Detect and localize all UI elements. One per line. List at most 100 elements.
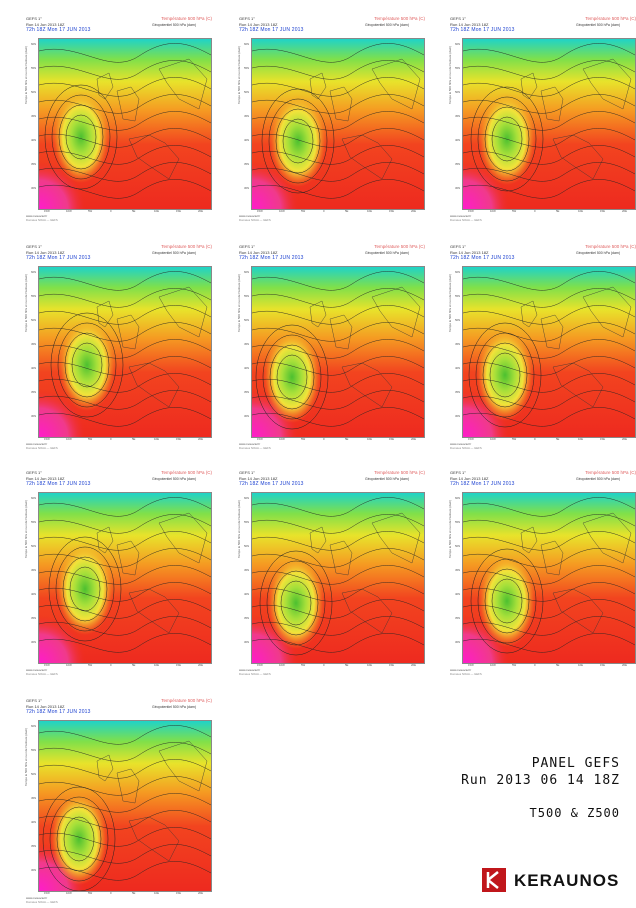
lon-label: 15W <box>257 209 263 213</box>
lon-label: 5W <box>512 437 517 441</box>
lat-label: 60N <box>455 496 461 500</box>
side-label: Tempe le 500 hPa et ruoi de l'isobare (d… <box>237 499 241 558</box>
lat-label: 35N <box>244 616 250 620</box>
lat-label: 40N <box>244 366 250 370</box>
valid-time-label: 72h 18Z Mon 17 JUN 2013 <box>26 709 91 715</box>
geopotential-label: Géopotentiel 500 hPa (dam) <box>576 23 620 27</box>
lon-label: 10W <box>490 437 496 441</box>
lon-label: 0 <box>323 663 325 667</box>
lat-label: 40N <box>31 592 37 596</box>
model-label: GEFS 1° <box>450 16 466 21</box>
title-run: Run 2013 06 14 18Z <box>461 773 620 788</box>
lon-label: 10E <box>154 663 159 667</box>
footer-credit: Données NOAA — GEFS <box>26 446 58 450</box>
lon-label: 15W <box>468 437 474 441</box>
lon-label: 5W <box>301 209 306 213</box>
map-panel: GEFS 1° Run 14 Jun 2013 18Z 72h 18Z Mon … <box>237 470 427 680</box>
lat-label: 30N <box>31 868 37 872</box>
lat-label: 55N <box>31 748 37 752</box>
lon-label: 15W <box>44 437 50 441</box>
lat-label: 55N <box>31 66 37 70</box>
footer-credit: Données NOAA — GEFS <box>26 672 58 676</box>
panel-header: GEFS 1° Run 14 Jun 2013 18Z 72h 18Z Mon … <box>448 16 636 38</box>
geopotential-label: Géopotentiel 500 hPa (dam) <box>576 251 620 255</box>
lat-label: 45N <box>31 796 37 800</box>
panel-header: GEFS 1° Run 14 Jun 2013 18Z 72h 18Z Mon … <box>237 16 427 38</box>
run-label: Run 14 Jun 2013 18Z <box>450 250 489 255</box>
lat-label: 60N <box>31 42 37 46</box>
lat-label: 30N <box>31 414 37 418</box>
keraunos-logo: KERAUNOS <box>482 868 627 894</box>
lon-label: 0 <box>323 209 325 213</box>
valid-time-label: 72h 18Z Mon 17 JUN 2013 <box>26 255 91 261</box>
footer-source: www.meteociel.fr <box>450 442 472 446</box>
footer-source: www.meteociel.fr <box>450 668 472 672</box>
lat-label: 30N <box>455 414 461 418</box>
map-panel: GEFS 1° Run 14 Jun 2013 18Z 72h 18Z Mon … <box>237 16 427 226</box>
lat-label: 40N <box>31 366 37 370</box>
footer-source: www.meteociel.fr <box>26 668 48 672</box>
lat-label: 60N <box>31 496 37 500</box>
lat-label: 50N <box>31 318 37 322</box>
footer-source: www.meteociel.fr <box>26 442 48 446</box>
panel-header: GEFS 1° Run 14 Jun 2013 18Z 72h 18Z Mon … <box>237 470 427 492</box>
model-label: GEFS 1° <box>239 16 255 21</box>
lat-label: 35N <box>31 390 37 394</box>
lon-label: 10E <box>367 209 372 213</box>
lat-label: 50N <box>31 544 37 548</box>
side-label: Tempe le 500 hPa et ruoi de l'isobare (d… <box>24 727 28 786</box>
lat-label: 30N <box>455 186 461 190</box>
field-label: Température 500 hPa (C) <box>161 470 212 475</box>
lon-label: 15E <box>176 437 181 441</box>
lon-label: 15E <box>389 209 394 213</box>
footer-credit: Données NOAA — GEFS <box>239 446 271 450</box>
lon-label: 5E <box>132 663 136 667</box>
lon-label: 15W <box>257 437 263 441</box>
lon-label: 0 <box>534 209 536 213</box>
lat-label: 40N <box>31 820 37 824</box>
lat-label: 35N <box>455 162 461 166</box>
lon-label: 20E <box>622 209 627 213</box>
valid-time-label: 72h 18Z Mon 17 JUN 2013 <box>26 27 91 33</box>
footer-source: www.meteociel.fr <box>450 214 472 218</box>
footer-credit: Données NOAA — GEFS <box>450 672 482 676</box>
model-label: GEFS 1° <box>26 470 42 475</box>
lon-label: 5E <box>556 209 560 213</box>
lat-label: 55N <box>455 520 461 524</box>
lon-label: 15W <box>44 891 50 895</box>
weather-map <box>38 720 212 892</box>
lat-label: 60N <box>31 270 37 274</box>
panel-header: GEFS 1° Run 14 Jun 2013 18Z 72h 18Z Mon … <box>237 244 427 266</box>
lat-label: 50N <box>244 544 250 548</box>
side-label: Tempe le 500 hPa et ruoi de l'isobare (d… <box>237 45 241 104</box>
field-label: Température 500 hPa (C) <box>161 698 212 703</box>
lon-label: 15E <box>600 663 605 667</box>
lon-label: 0 <box>110 437 112 441</box>
weather-map <box>251 266 425 438</box>
lon-label: 5W <box>512 209 517 213</box>
panel-header: GEFS 1° Run 14 Jun 2013 18Z 72h 18Z Mon … <box>24 470 214 492</box>
lat-label: 30N <box>244 414 250 418</box>
weather-map <box>251 492 425 664</box>
lat-label: 60N <box>31 724 37 728</box>
lat-label: 40N <box>244 138 250 142</box>
lat-label: 45N <box>31 568 37 572</box>
lon-label: 10W <box>66 209 72 213</box>
lon-label: 20E <box>622 663 627 667</box>
lat-label: 35N <box>31 844 37 848</box>
lat-label: 45N <box>31 114 37 118</box>
valid-time-label: 72h 18Z Mon 17 JUN 2013 <box>26 481 91 487</box>
run-label: Run 14 Jun 2013 18Z <box>239 250 278 255</box>
keraunos-logo-icon <box>482 868 506 892</box>
lon-label: 10E <box>154 891 159 895</box>
valid-time-label: 72h 18Z Mon 17 JUN 2013 <box>450 255 515 261</box>
lon-label: 0 <box>110 209 112 213</box>
side-label: Tempe le 500 hPa et ruoi de l'isobare (d… <box>24 499 28 558</box>
footer-source: www.meteociel.fr <box>239 668 261 672</box>
lon-label: 10W <box>66 437 72 441</box>
side-label: Tempe le 500 hPa et ruoi de l'isobare (d… <box>24 45 28 104</box>
run-label: Run 14 Jun 2013 18Z <box>450 476 489 481</box>
lon-label: 5W <box>301 663 306 667</box>
lat-label: 55N <box>455 294 461 298</box>
lon-label: 20E <box>198 209 203 213</box>
